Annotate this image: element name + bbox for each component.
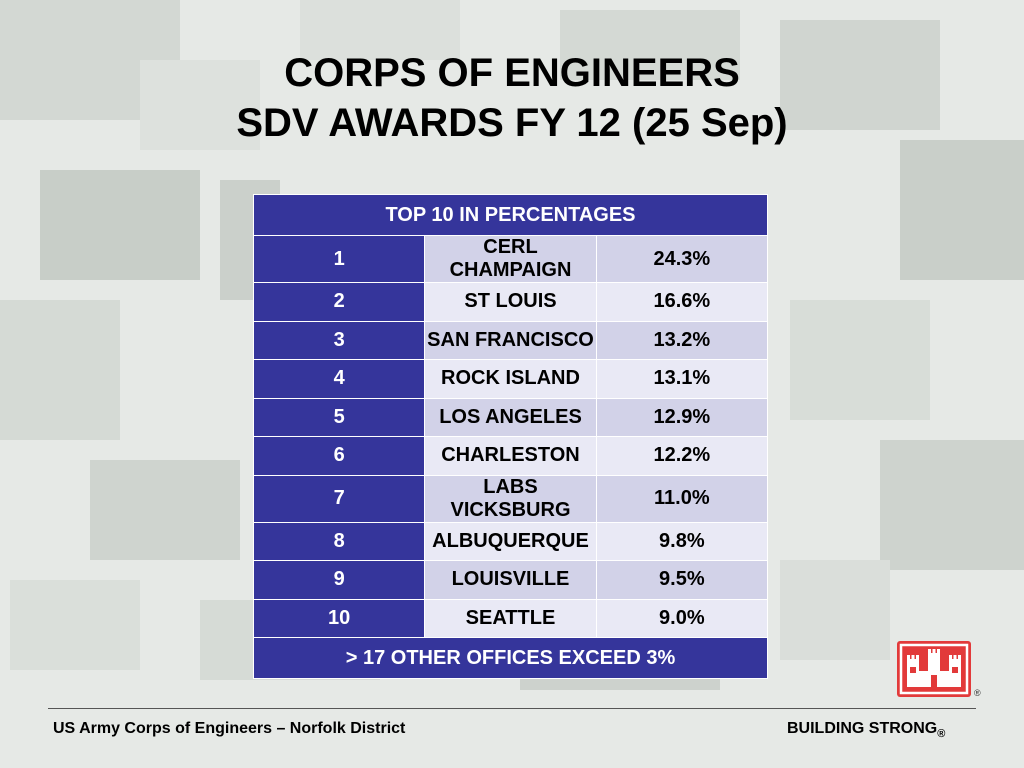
camo-background xyxy=(0,0,1024,690)
rank-cell: 5 xyxy=(252,397,426,437)
table-footer-row: > 17 OTHER OFFICES EXCEED 3% xyxy=(253,637,768,679)
office-cell: ST LOUIS xyxy=(424,282,597,322)
table-row: 7 LABS VICKSBURG 11.0% xyxy=(252,474,769,523)
percent-cell: 13.1% xyxy=(595,359,769,399)
office-cell: LOS ANGELES xyxy=(424,397,597,437)
rank-cell: 9 xyxy=(252,560,426,600)
table-row: 9 LOUISVILLE 9.5% xyxy=(252,560,769,600)
rank-cell: 3 xyxy=(252,320,426,360)
office-cell: ROCK ISLAND xyxy=(424,359,597,399)
table-header: TOP 10 IN PERCENTAGES xyxy=(253,194,768,236)
tagline-text: BUILDING STRONG xyxy=(787,720,938,737)
footer-tagline: BUILDING STRONG® xyxy=(787,720,945,740)
rank-cell: 8 xyxy=(252,521,426,561)
slide-title: CORPS OF ENGINEERS SDV AWARDS FY 12 (25 … xyxy=(0,48,1024,148)
percent-cell: 12.9% xyxy=(595,397,769,437)
percent-cell: 9.5% xyxy=(595,560,769,600)
office-cell: LABS VICKSBURG xyxy=(424,474,597,523)
table-row: 8 ALBUQUERQUE 9.8% xyxy=(252,521,769,561)
table-row: 10 SEATTLE 9.0% xyxy=(252,598,769,638)
percent-cell: 9.0% xyxy=(595,598,769,638)
rank-cell: 4 xyxy=(252,359,426,399)
title-line-1: CORPS OF ENGINEERS xyxy=(284,51,740,95)
footer-divider xyxy=(48,708,976,709)
rank-cell: 1 xyxy=(252,235,426,283)
table-row: 1 CERL CHAMPAIGN 24.3% xyxy=(252,235,769,283)
rank-cell: 6 xyxy=(252,436,426,476)
table-row: 6 CHARLESTON 12.2% xyxy=(252,436,769,476)
castle-icon xyxy=(897,641,971,697)
office-cell: CHARLESTON xyxy=(424,436,597,476)
table-row: 3 SAN FRANCISCO 13.2% xyxy=(252,320,769,360)
table-row: 2 ST LOUIS 16.6% xyxy=(252,282,769,322)
percent-cell: 12.2% xyxy=(595,436,769,476)
percent-cell: 11.0% xyxy=(595,474,769,523)
percent-cell: 13.2% xyxy=(595,320,769,360)
office-cell: CERL CHAMPAIGN xyxy=(424,235,597,283)
office-cell: LOUISVILLE xyxy=(424,560,597,600)
awards-table: TOP 10 IN PERCENTAGES 1 CERL CHAMPAIGN 2… xyxy=(252,194,769,679)
office-cell: ALBUQUERQUE xyxy=(424,521,597,561)
percent-cell: 24.3% xyxy=(595,235,769,283)
table-header-row: TOP 10 IN PERCENTAGES xyxy=(253,194,768,236)
rank-cell: 2 xyxy=(252,282,426,322)
registered-mark: ® xyxy=(937,728,946,741)
table-row: 4 ROCK ISLAND 13.1% xyxy=(252,359,769,399)
percent-cell: 9.8% xyxy=(595,521,769,561)
percent-cell: 16.6% xyxy=(595,282,769,322)
logo-registered-mark: ® xyxy=(974,688,981,698)
footer-org-name: US Army Corps of Engineers – Norfolk Dis… xyxy=(53,720,406,737)
office-cell: SAN FRANCISCO xyxy=(424,320,597,360)
table-row: 5 LOS ANGELES 12.9% xyxy=(252,397,769,437)
title-line-2: SDV AWARDS FY 12 (25 Sep) xyxy=(236,101,788,145)
office-cell: SEATTLE xyxy=(424,598,597,638)
rank-cell: 10 xyxy=(252,598,426,638)
rank-cell: 7 xyxy=(252,474,426,523)
table-footer: > 17 OTHER OFFICES EXCEED 3% xyxy=(253,637,768,679)
